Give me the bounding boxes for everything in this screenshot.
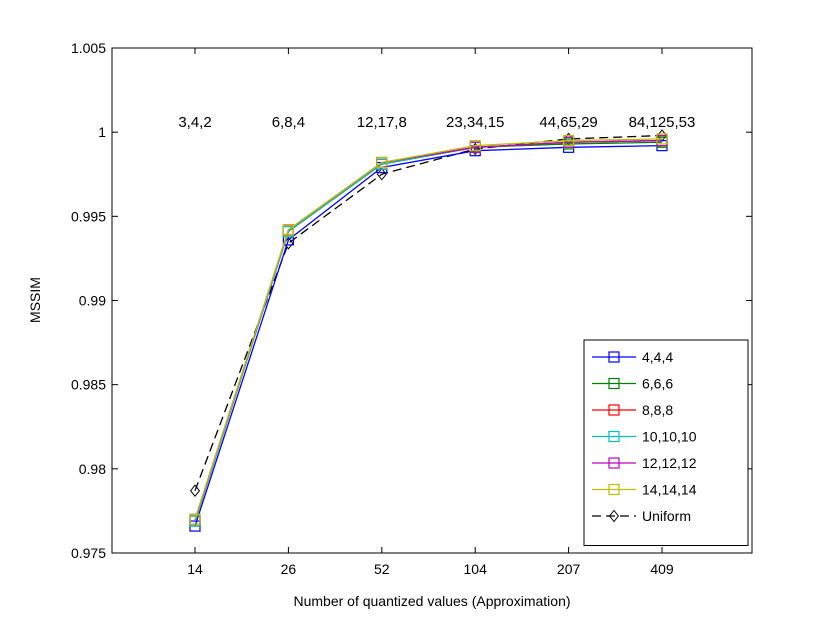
data-point-square: [282, 224, 294, 236]
data-point-square: [608, 457, 620, 469]
series-14-14-14: [189, 133, 668, 525]
y-tick-label: 0.98: [79, 461, 106, 477]
data-point-diamond: [608, 509, 620, 523]
legend-entry: Uniform: [592, 508, 691, 524]
data-point-square: [608, 377, 620, 390]
legend-label: 6,6,6: [642, 376, 673, 392]
annotation-label: 3,4,2: [178, 114, 211, 131]
annotation-label: 6,8,4: [272, 114, 305, 131]
data-point-square: [608, 483, 620, 496]
data-point-square: [608, 351, 620, 363]
legend: 4,4,4 6,6,6 8,8,8 10,10,10 12,12,12 14,14,14 U…: [583, 339, 749, 546]
annotation-label: 44,65,29: [539, 114, 597, 131]
data-point-square: [608, 430, 620, 443]
annotation-label: 23,34,15: [446, 114, 504, 131]
annotation-label: 12,17,8: [357, 114, 407, 131]
x-tick-label: 409: [650, 561, 674, 577]
legend-label: 14,14,14: [642, 482, 697, 498]
y-tick-label: 0.985: [71, 377, 106, 393]
series-line: [194, 134, 663, 491]
legend-entry: 12,12,12: [592, 455, 697, 471]
legend-label: 12,12,12: [642, 455, 697, 471]
x-axis-ticks: 14 26 52 104 207 409: [187, 48, 674, 577]
legend-entry: 4,4,4: [592, 349, 673, 365]
y-tick-label: 1.005: [71, 40, 106, 56]
legend-label: Uniform: [642, 508, 691, 524]
legend-label: 8,8,8: [642, 402, 673, 418]
series-group: [189, 129, 668, 532]
legend-label: 4,4,4: [642, 349, 673, 365]
y-tick-label: 0.995: [71, 208, 106, 224]
legend-box: [583, 339, 749, 546]
data-point-square: [562, 134, 575, 147]
data-point-diamond: [189, 484, 201, 498]
data-point-square: [469, 140, 481, 152]
legend-label: 10,10,10: [642, 429, 697, 445]
x-tick-label: 104: [464, 561, 488, 577]
x-axis-title: Number of quantized values (Approximatio…: [293, 593, 570, 609]
x-tick-label: 52: [374, 561, 390, 577]
series-line: [194, 144, 663, 527]
series-line: [194, 138, 663, 520]
x-tick-label: 26: [281, 561, 297, 577]
annotations: 3,4,2 6,8,4 12,17,8 23,34,15 44,65,29 84,125,…: [178, 114, 695, 131]
y-axis-title: MSSIM: [27, 277, 43, 323]
legend-entry: 8,8,8: [592, 402, 673, 418]
y-tick-label: 0.975: [71, 545, 106, 561]
x-tick-label: 207: [557, 561, 581, 577]
data-point-square: [376, 156, 388, 169]
legend-entry: 10,10,10: [592, 429, 697, 445]
data-point-square: [189, 513, 201, 525]
data-point-square: [608, 404, 620, 416]
y-tick-label: 1: [98, 124, 106, 140]
annotation-label: 84,125,53: [629, 114, 696, 131]
legend-entry: 6,6,6: [592, 376, 673, 392]
x-tick-label: 14: [187, 561, 203, 577]
y-axis-ticks: 0.975 0.98 0.985 0.99 0.995 1 1.005: [71, 40, 752, 561]
y-tick-label: 0.99: [79, 293, 106, 309]
data-point-square: [656, 133, 668, 145]
legend-entry: 14,14,14: [592, 482, 697, 498]
